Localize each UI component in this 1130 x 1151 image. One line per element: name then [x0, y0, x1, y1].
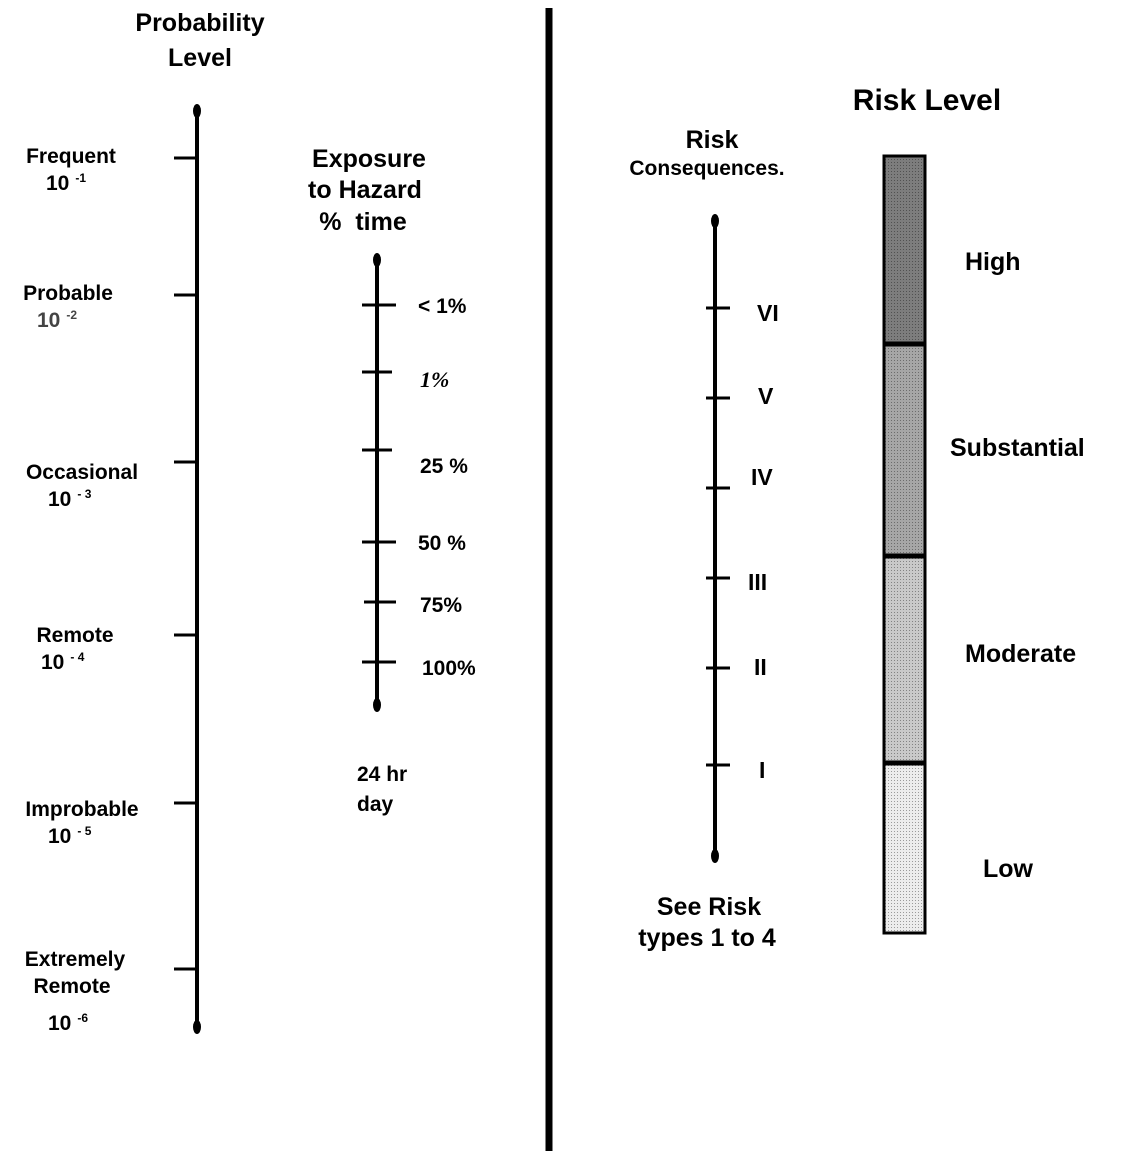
probability-axis-bottom-cap [193, 1020, 201, 1034]
exposure-tick-label: 75% [420, 594, 462, 617]
consequences-axis-top-cap [711, 214, 719, 228]
consequences-tick-label: VI [757, 300, 779, 326]
probability-title-line2: Level [168, 44, 232, 72]
risk-level-bar [884, 156, 925, 933]
consequences-tick-label: V [758, 383, 774, 409]
risk-band-label: High [965, 248, 1021, 276]
exposure-tick-label: 25 % [420, 455, 468, 478]
probability-level-value: 10 -6 [48, 1011, 88, 1035]
risk-band-label: Substantial [950, 434, 1085, 462]
exposure-footer-line2: day [357, 793, 394, 816]
exposure-title-line3: % time [319, 208, 407, 236]
consequences-axis-bottom-cap [711, 849, 719, 863]
risk-band-label: Low [983, 855, 1034, 883]
consequences-tick-label: IV [751, 464, 773, 490]
consequences-footer-line2: types 1 to 4 [638, 924, 776, 952]
consequences-footer-line1: See Risk [657, 893, 761, 921]
probability-level-label: Occasional [26, 461, 138, 484]
consequences-tick-label: III [748, 569, 767, 595]
exposure-title-line1: Exposure [312, 145, 426, 173]
probability-level-label: Frequent [26, 145, 116, 168]
exposure-title-line2: to Hazard [308, 176, 422, 204]
probability-axis-top-cap [193, 104, 201, 118]
exposure-tick-label: 1% [420, 367, 449, 392]
probability-level-value: 10 -2 [37, 308, 77, 332]
probability-level-label: Extremely [25, 948, 126, 971]
probability-level-label: Improbable [25, 798, 138, 821]
consequences-tick-label: II [754, 654, 767, 680]
risk-band-texture [884, 156, 925, 933]
probability-level-value: 10- 5 [48, 824, 92, 848]
exposure-axis-bottom-cap [373, 698, 381, 712]
probability-level-label: Remote [33, 975, 110, 998]
exposure-tick-label: < 1% [418, 295, 467, 318]
probability-title-line1: Probability [135, 9, 264, 37]
probability-level-label: Remote [36, 624, 113, 647]
probability-level-value: 10- 3 [48, 487, 92, 511]
exposure-tick-label: 50 % [418, 532, 466, 555]
consequences-title-line1: Risk [686, 126, 739, 154]
probability-level-value: 10 -1 [46, 171, 86, 195]
consequences-title-line2: Consequences. [629, 157, 784, 180]
probability-level-value: 10- 4 [41, 650, 85, 674]
exposure-footer-line1: 24 hr [357, 763, 407, 786]
exposure-tick-label: 100% [422, 657, 476, 680]
consequences-tick-label: I [759, 757, 765, 783]
risk-band-label: Moderate [965, 640, 1076, 668]
probability-level-label: Probable [23, 282, 113, 305]
exposure-axis-top-cap [373, 253, 381, 267]
risk-level-title: Risk Level [853, 84, 1001, 117]
